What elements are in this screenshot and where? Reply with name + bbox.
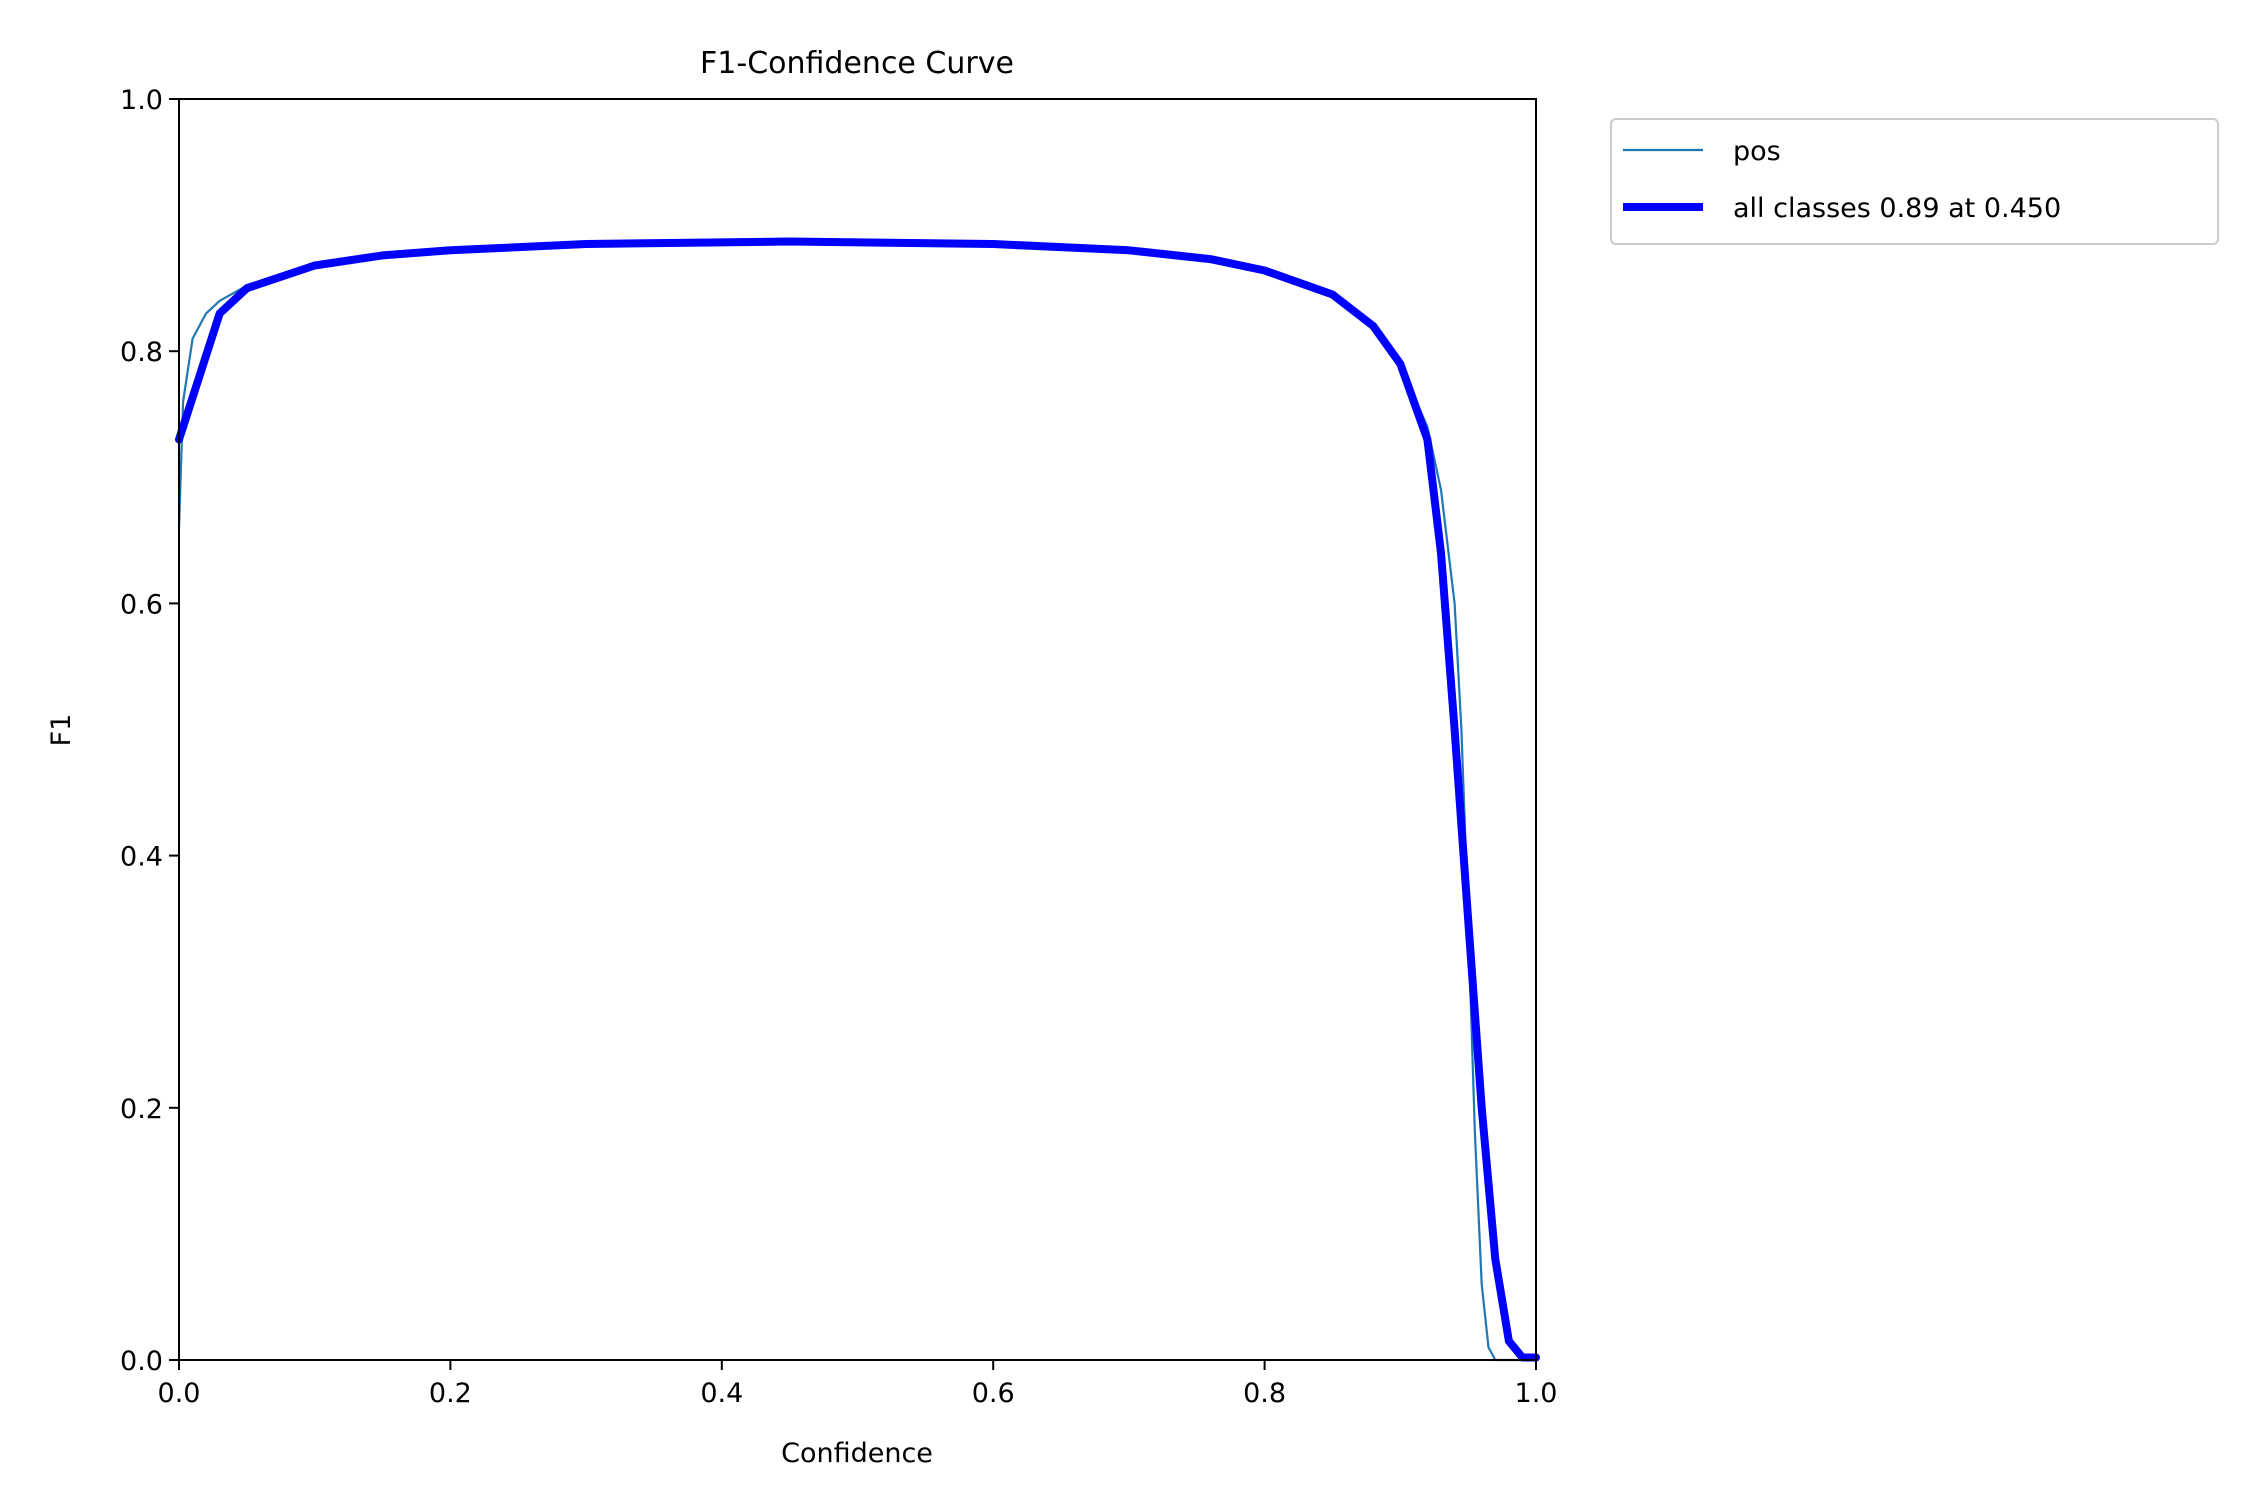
x-axis-label: Confidence bbox=[781, 1438, 933, 1469]
y-tick-label: 0.0 bbox=[120, 1346, 163, 1377]
x-tick-label: 1.0 bbox=[1515, 1378, 1558, 1409]
chart-title: F1-Confidence Curve bbox=[700, 46, 1014, 81]
legend-label-all-classes: all classes 0.89 at 0.450 bbox=[1733, 193, 2061, 224]
plot-frame bbox=[178, 98, 1537, 1361]
x-tick-label: 0.8 bbox=[1243, 1378, 1286, 1409]
y-axis-label: F1 bbox=[46, 714, 77, 747]
legend: pos all classes 0.89 at 0.450 bbox=[1610, 118, 2219, 245]
legend-label-pos: pos bbox=[1733, 136, 1781, 167]
x-tick-label: 0.2 bbox=[429, 1378, 472, 1409]
y-tick-label: 0.2 bbox=[120, 1094, 163, 1125]
series-layer bbox=[175, 237, 1540, 1362]
series-line-pos bbox=[177, 240, 1538, 1362]
y-tick-label: 0.4 bbox=[120, 842, 163, 873]
y-tick-label: 1.0 bbox=[120, 85, 163, 116]
series-line-all-classes bbox=[175, 237, 1540, 1362]
x-tick-label: 0.0 bbox=[158, 1378, 201, 1409]
legend-frame bbox=[1610, 118, 2219, 245]
x-tick-label: 0.4 bbox=[700, 1378, 743, 1409]
y-tick-label: 0.6 bbox=[120, 589, 163, 620]
ticks-layer: 0.0 0.2 0.4 0.6 0.8 1.0 0.0 0.2 0.4 0.6 0.8 1.0 bbox=[120, 85, 1557, 1409]
y-tick-label: 0.8 bbox=[120, 337, 163, 368]
x-tick-label: 0.6 bbox=[972, 1378, 1015, 1409]
